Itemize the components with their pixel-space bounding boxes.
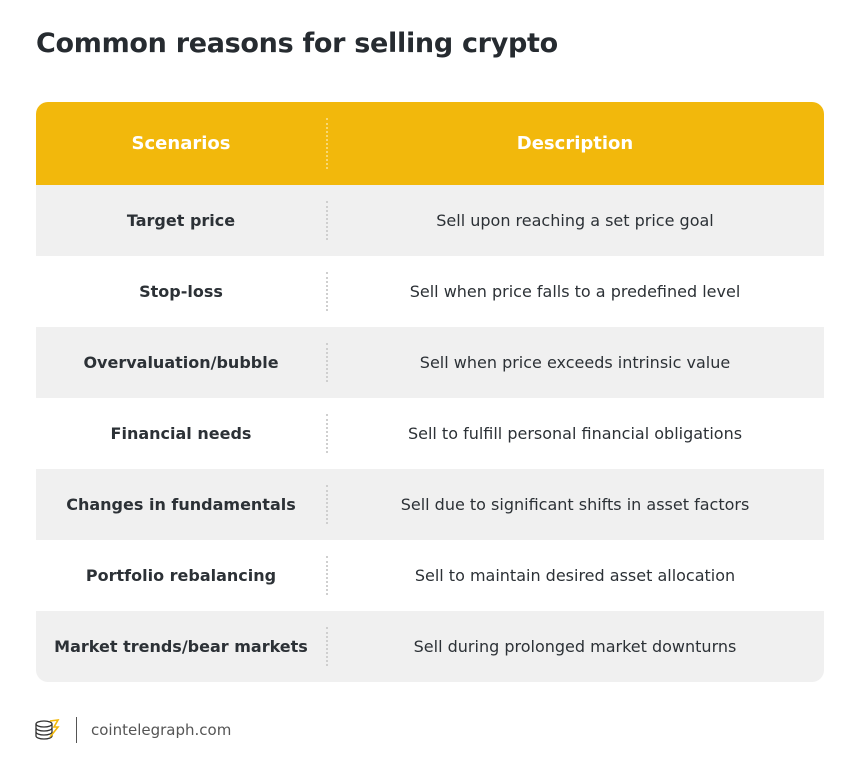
table: Scenarios Description Target price Sell upo…: [36, 102, 824, 682]
table-row: Financial needs Sell to fulfill personal …: [36, 398, 824, 469]
table-row: Changes in fundamentals Sell due to signi…: [36, 469, 824, 540]
scenario-cell: Financial needs: [110, 424, 252, 443]
scenario-cell: Overvaluation/bubble: [83, 353, 279, 372]
title: Common reasons for selling crypto: [36, 28, 558, 59]
scenario-cell: Stop-loss: [139, 282, 223, 301]
header-row: Scenarios Description: [36, 102, 824, 185]
column-separator: [326, 343, 328, 382]
column-header: Description: [516, 133, 634, 154]
description-cell: Sell upon reaching a set price goal: [436, 211, 714, 230]
column-separator: [326, 556, 328, 595]
column-separator: [326, 201, 328, 240]
scenario-cell: Target price: [126, 211, 236, 230]
description-cell: Sell to fulfill personal financial oblig…: [407, 424, 743, 443]
description-cell: Sell when price exceeds intrinsic value: [419, 353, 731, 372]
column-separator: [326, 272, 328, 311]
source: cointelegraph.com: [91, 721, 232, 739]
column-separator: [326, 485, 328, 524]
logo: [35, 719, 60, 740]
description-cell: Sell to maintain desired asset allocatio…: [414, 566, 736, 585]
column-separator: [326, 118, 328, 169]
column-header: Scenarios: [131, 133, 231, 154]
footer: cointelegraph.com: [34, 716, 231, 744]
column-separator: [326, 414, 328, 453]
table-row: Portfolio rebalancing Sell to maintain de…: [36, 540, 824, 611]
description-cell: Sell due to significant shifts in asset …: [400, 495, 750, 514]
table-row: Overvaluation/bubble Sell when price exce…: [36, 327, 824, 398]
table-row: Market trends/bear markets Sell during pr…: [36, 611, 824, 682]
scenario-cell: Market trends/bear markets: [54, 637, 308, 656]
description-cell: Sell when price falls to a predefined le…: [409, 282, 741, 301]
description-cell: Sell during prolonged market downturns: [413, 637, 737, 656]
divider: [76, 717, 77, 743]
table-row: Target price Sell upon reaching a set pri…: [36, 185, 824, 256]
column-separator: [326, 627, 328, 666]
table-row: Stop-loss Sell when price falls to a pred…: [36, 256, 824, 327]
scenario-cell: Changes in fundamentals: [66, 495, 296, 514]
scenario-cell: Portfolio rebalancing: [85, 566, 277, 585]
